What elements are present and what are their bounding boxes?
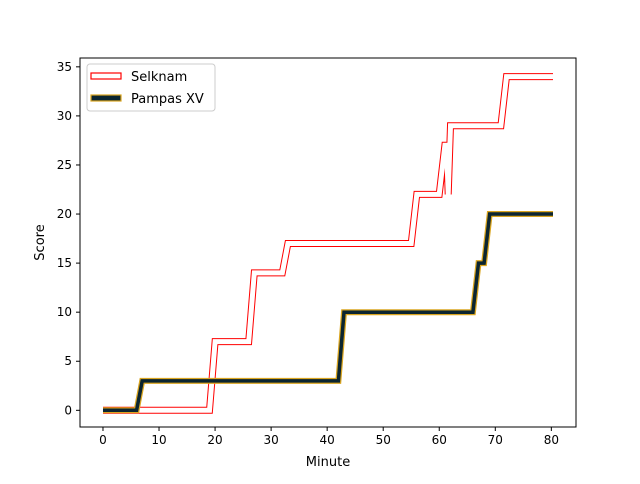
legend-swatch xyxy=(91,73,121,79)
legend-label: Pampas XV xyxy=(131,92,204,107)
y-tick-label: 0 xyxy=(64,403,72,417)
legend-swatch xyxy=(91,95,121,101)
y-axis-label: Score xyxy=(33,224,48,260)
x-tick-label: 30 xyxy=(263,433,278,447)
x-tick-label: 70 xyxy=(488,433,503,447)
x-tick-label: 10 xyxy=(151,433,166,447)
x-tick-label: 60 xyxy=(432,433,447,447)
x-axis-label: Minute xyxy=(306,455,350,470)
legend-label: Selknam xyxy=(131,70,187,85)
y-tick-label: 15 xyxy=(57,256,72,270)
x-tick-label: 0 xyxy=(99,433,107,447)
y-tick-label: 25 xyxy=(57,158,72,172)
x-tick-label: 40 xyxy=(320,433,335,447)
y-tick-label: 10 xyxy=(57,305,72,319)
y-tick-label: 20 xyxy=(57,207,72,221)
x-tick-label: 20 xyxy=(207,433,222,447)
legend: Selknam Pampas XV xyxy=(87,64,215,111)
y-tick-label: 30 xyxy=(57,109,72,123)
y-tick-label: 35 xyxy=(57,60,72,74)
x-tick-label: 80 xyxy=(544,433,559,447)
x-tick-label: 50 xyxy=(376,433,391,447)
y-tick-label: 5 xyxy=(64,354,72,368)
